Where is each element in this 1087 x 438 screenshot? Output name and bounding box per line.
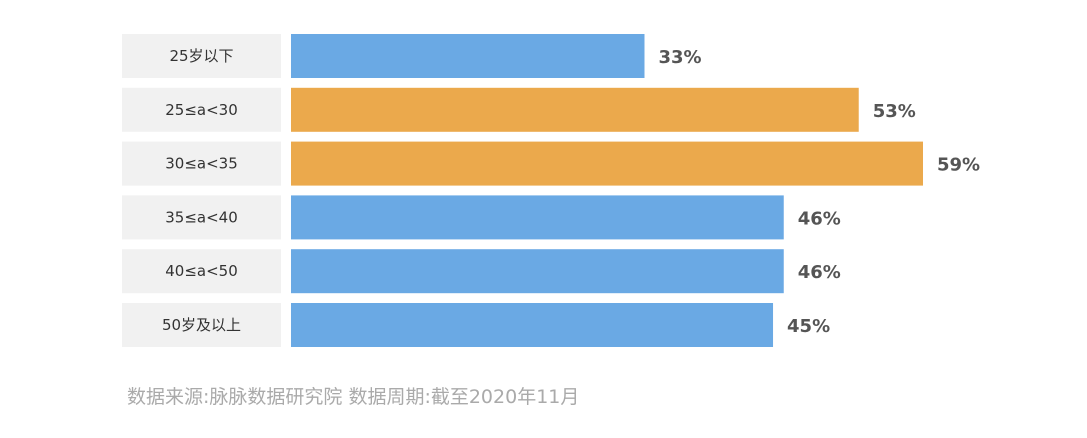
bar xyxy=(291,34,645,78)
value-label: 46% xyxy=(798,262,841,283)
category-label-bg xyxy=(122,87,281,132)
bar xyxy=(291,87,859,132)
bar xyxy=(291,141,923,186)
category-label: 25≤a<30 xyxy=(165,101,238,119)
bar xyxy=(291,303,774,347)
category-label: 40≤a<50 xyxy=(165,262,238,280)
bar xyxy=(291,249,784,294)
category-label: 30≤a<35 xyxy=(165,155,238,173)
source-note: 数据来源:脉脉数据研究院 数据周期:截至2020年11月 xyxy=(127,386,580,408)
value-label: 53% xyxy=(873,101,916,122)
category-label: 50岁及以上 xyxy=(162,316,241,334)
category-label-bg xyxy=(122,195,281,240)
bar xyxy=(291,195,784,240)
category-label-bg xyxy=(122,34,281,78)
value-label: 46% xyxy=(798,208,841,229)
category-label-bg xyxy=(122,141,281,186)
value-label: 59% xyxy=(937,155,980,176)
category-label-bg xyxy=(122,249,281,294)
category-label-bg xyxy=(122,303,281,347)
value-label: 45% xyxy=(787,316,830,337)
category-label: 35≤a<40 xyxy=(165,208,238,226)
value-label: 33% xyxy=(658,47,701,68)
category-label: 25岁以下 xyxy=(169,47,233,65)
